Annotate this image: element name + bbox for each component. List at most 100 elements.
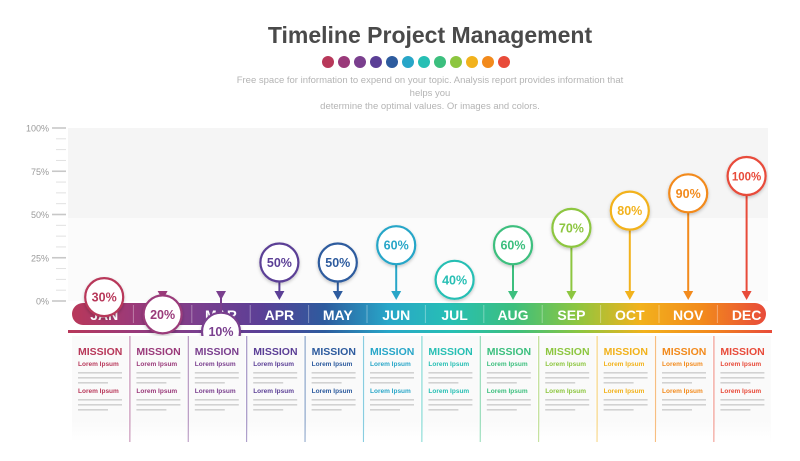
text-placeholder-line: [136, 372, 181, 374]
text-placeholder-line: [253, 409, 284, 411]
card-fade: [714, 420, 771, 442]
text-placeholder-line: [136, 382, 167, 384]
text-placeholder-line: [311, 404, 356, 406]
text-placeholder-line: [428, 409, 459, 411]
text-placeholder-line: [311, 399, 356, 401]
text-placeholder-line: [545, 399, 590, 401]
card-fade: [247, 420, 304, 442]
percent-label: 60%: [500, 239, 525, 253]
text-placeholder-line: [486, 382, 517, 384]
chart-background-band: [68, 128, 768, 218]
mission-card: MISSION Lorem Ipsum Lorem Ipsum: [654, 336, 713, 442]
month-label: MAY: [323, 307, 353, 323]
text-placeholder-line: [486, 399, 531, 401]
pin-arrowhead: [332, 291, 343, 300]
card-heading: MISSION: [662, 346, 706, 358]
card-heading: MISSION: [545, 346, 589, 358]
text-placeholder-line: [662, 409, 692, 411]
text-placeholder-line: [253, 399, 298, 401]
card-fade: [130, 420, 187, 442]
card-subheading: Lorem Ipsum: [370, 361, 411, 368]
timeline-item-oct: OCT 80% MISSION Lorem Ipsum Lorem Ipsum: [596, 190, 654, 442]
text-placeholder-line: [370, 409, 400, 411]
percent-label: 10%: [208, 325, 233, 339]
month-separator: [600, 305, 602, 323]
card-subheading: Lorem Ipsum: [312, 361, 353, 368]
text-placeholder-line: [662, 399, 706, 401]
text-placeholder-line: [662, 382, 692, 384]
color-dot: [434, 56, 446, 68]
percent-label: 40%: [442, 273, 467, 287]
subtitle-line-2: determine the optimal values. Or images …: [320, 101, 540, 112]
card-subheading: Lorem Ipsum: [428, 361, 469, 368]
card-subheading: Lorem Ipsum: [370, 388, 411, 395]
timeline-item-dec: DEC 100% MISSION Lorem Ipsum Lorem Ipsum: [713, 155, 771, 442]
text-placeholder-line: [603, 372, 648, 374]
card-subheading: Lorem Ipsum: [545, 361, 586, 368]
card-subheading: Lorem Ipsum: [78, 388, 119, 395]
pin-circle: [668, 173, 709, 214]
card-heading: MISSION: [78, 346, 122, 358]
card-subheading: Lorem Ipsum: [136, 388, 177, 395]
month-separator: [308, 305, 310, 323]
text-placeholder-line: [720, 382, 751, 384]
text-placeholder-line: [603, 399, 648, 401]
color-dot: [450, 56, 462, 68]
mission-card: MISSION Lorem Ipsum Lorem Ipsum: [304, 336, 362, 442]
pin-circle: [142, 294, 183, 335]
text-placeholder-line: [486, 404, 531, 406]
color-dot: [386, 56, 398, 68]
pin-arrowhead: [683, 291, 694, 300]
text-placeholder-line: [603, 377, 648, 379]
card-subheading: Lorem Ipsum: [604, 388, 645, 395]
text-placeholder-line: [78, 377, 122, 379]
text-placeholder-line: [194, 399, 239, 401]
month-separator: [191, 305, 193, 323]
text-placeholder-line: [136, 404, 181, 406]
mission-card: MISSION Lorem Ipsum Lorem Ipsum: [421, 336, 479, 442]
mission-card: MISSION Lorem Ipsum Lorem Ipsum: [129, 336, 187, 442]
text-placeholder-line: [78, 399, 122, 401]
card-fade: [72, 420, 129, 442]
percent-label: 20%: [150, 308, 175, 322]
timeline-item-apr: APR 50% MISSION Lorem Ipsum Lorem Ipsum: [246, 242, 304, 442]
pin-circle: [376, 225, 417, 266]
card-heading: MISSION: [370, 346, 414, 358]
pin-circle: [434, 259, 475, 300]
card-heading: MISSION: [428, 346, 472, 358]
text-placeholder-line: [428, 404, 473, 406]
pin-circle: [609, 190, 650, 231]
card-heading: MISSION: [253, 346, 297, 358]
text-placeholder-line: [78, 382, 108, 384]
color-dot: [370, 56, 382, 68]
mission-card: MISSION Lorem Ipsum Lorem Ipsum: [479, 336, 538, 442]
text-placeholder-line: [662, 404, 706, 406]
text-placeholder-line: [428, 377, 473, 379]
timeline-item-may: MAY 50% MISSION Lorem Ipsum Lorem Ipsum: [304, 242, 362, 442]
timeline-item-nov: NOV 90% MISSION Lorem Ipsum Lorem Ipsum: [654, 173, 713, 442]
color-dot: [402, 56, 414, 68]
card-subheading: Lorem Ipsum: [604, 361, 645, 368]
text-placeholder-line: [545, 377, 590, 379]
text-placeholder-line: [194, 382, 225, 384]
card-subheading: Lorem Ipsum: [662, 388, 703, 395]
text-placeholder-line: [311, 372, 356, 374]
percent-label: 60%: [384, 239, 409, 253]
pin-arrowhead: [624, 291, 635, 300]
pin-circle: [551, 207, 592, 248]
y-tick-label: 0%: [36, 297, 49, 307]
text-placeholder-line: [78, 372, 122, 374]
card-subheading: Lorem Ipsum: [136, 361, 177, 368]
percent-label: 100%: [732, 172, 761, 184]
card-fade: [597, 420, 654, 442]
pin-circle: [317, 242, 358, 283]
percent-label: 80%: [617, 204, 642, 218]
card-fade: [656, 420, 713, 442]
text-placeholder-line: [603, 409, 634, 411]
text-placeholder-line: [311, 377, 356, 379]
month-separator: [424, 305, 426, 323]
